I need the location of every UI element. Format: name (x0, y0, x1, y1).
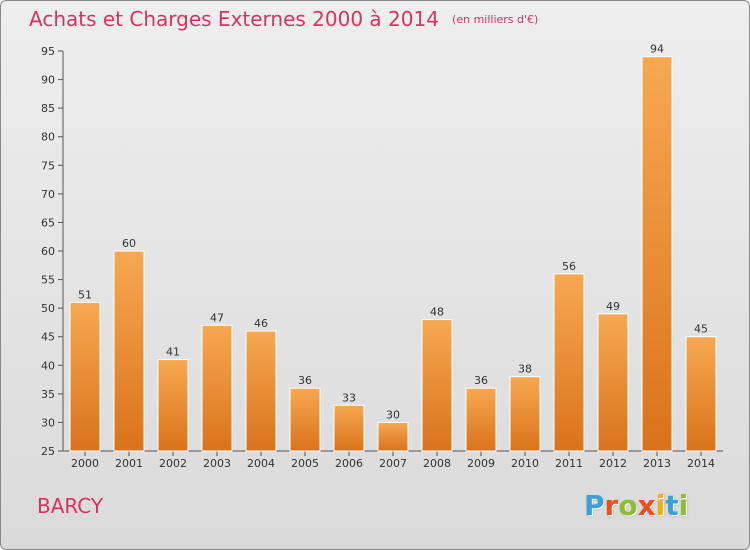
place-name: BARCY (37, 494, 104, 518)
bar-2000 (69, 301, 101, 452)
logo-letter: r (604, 489, 619, 522)
x-tick-label: 2003 (203, 457, 231, 470)
bar-value-label: 45 (694, 323, 708, 336)
x-axis: 2000 2001 2002 2003 2004 2005 2006 2007 2008 2009… (63, 450, 723, 470)
logo-letter: i (678, 489, 689, 522)
bar-value-label: 38 (518, 363, 532, 376)
x-tick-label: 2009 (467, 457, 495, 470)
x-tick-label: 2005 (291, 457, 319, 470)
logo-letter: o (618, 489, 638, 522)
bar-2007 (377, 421, 409, 452)
y-tick-label: 35 (41, 388, 55, 401)
bar-value-label: 60 (122, 237, 136, 250)
x-tick-label: 2011 (555, 457, 583, 470)
bar-2012 (597, 313, 629, 452)
y-tick-label: 95 (41, 45, 55, 58)
bar-value-label: 36 (474, 374, 488, 387)
bar-value-label: 56 (562, 260, 576, 273)
bar-2005 (289, 387, 321, 452)
y-tick-label: 40 (41, 359, 55, 372)
y-tick-label: 70 (41, 188, 55, 201)
x-tick-label: 2004 (247, 457, 275, 470)
y-tick-label: 65 (41, 216, 55, 229)
data-labels: 51 60 41 47 46 36 33 30 48 36 38 56 49 94 45 (78, 43, 708, 422)
bar-2001 (113, 250, 145, 452)
bar-2013 (641, 56, 673, 452)
bar-value-label: 41 (166, 346, 180, 359)
y-tick-label: 80 (41, 131, 55, 144)
bar-value-label: 30 (386, 408, 400, 421)
bar-2014 (685, 336, 717, 452)
bar-value-label: 49 (606, 300, 620, 313)
x-tick-label: 2001 (115, 457, 143, 470)
x-tick-label: 2007 (379, 457, 407, 470)
x-tick-label: 2014 (687, 457, 715, 470)
bar-value-label: 47 (210, 311, 224, 324)
y-tick-label: 75 (41, 159, 55, 172)
bar-value-label: 36 (298, 374, 312, 387)
y-tick-label: 30 (41, 416, 55, 429)
bar-2003 (201, 324, 233, 452)
x-tick-label: 2006 (335, 457, 363, 470)
logo-letter: x (637, 489, 656, 522)
x-tick-label: 2013 (643, 457, 671, 470)
bar-2006 (333, 404, 365, 452)
x-tick-label: 2010 (511, 457, 539, 470)
bar-2008 (421, 319, 453, 452)
y-tick-label: 25 (41, 445, 55, 458)
bar-2004 (245, 330, 277, 452)
y-tick-label: 45 (41, 331, 55, 344)
y-tick-label: 85 (41, 102, 55, 115)
proxiti-logo[interactable]: Proxiti (584, 489, 688, 522)
bar-value-label: 46 (254, 317, 268, 330)
logo-letter: P (584, 489, 605, 522)
bar-2009 (465, 387, 497, 452)
y-tick-label: 60 (41, 245, 55, 258)
logo-letter: t (665, 489, 679, 522)
x-tick-label: 2008 (423, 457, 451, 470)
y-axis: 25 30 35 40 45 50 55 60 65 70 75 80 85 90 95 (41, 45, 64, 458)
x-tick-label: 2002 (159, 457, 187, 470)
logo-letter: i (655, 489, 666, 522)
title-block: Achats et Charges Externes 2000 à 2014 (… (29, 7, 538, 31)
x-tick-label: 2000 (71, 457, 99, 470)
bar-2010 (509, 376, 541, 452)
y-tick-label: 55 (41, 274, 55, 287)
y-tick-label: 90 (41, 74, 55, 87)
chart-title: Achats et Charges Externes 2000 à 2014 (29, 7, 439, 31)
bar-value-label: 51 (78, 288, 92, 301)
bar-value-label: 33 (342, 391, 356, 404)
chart-unit-label: (en milliers d'€) (452, 13, 539, 26)
bars (69, 56, 717, 452)
bar-2011 (553, 273, 585, 452)
y-tick-label: 50 (41, 302, 55, 315)
x-tick-label: 2012 (599, 457, 627, 470)
bar-2002 (157, 359, 189, 452)
bar-value-label: 48 (430, 306, 444, 319)
bar-value-label: 94 (650, 43, 664, 56)
